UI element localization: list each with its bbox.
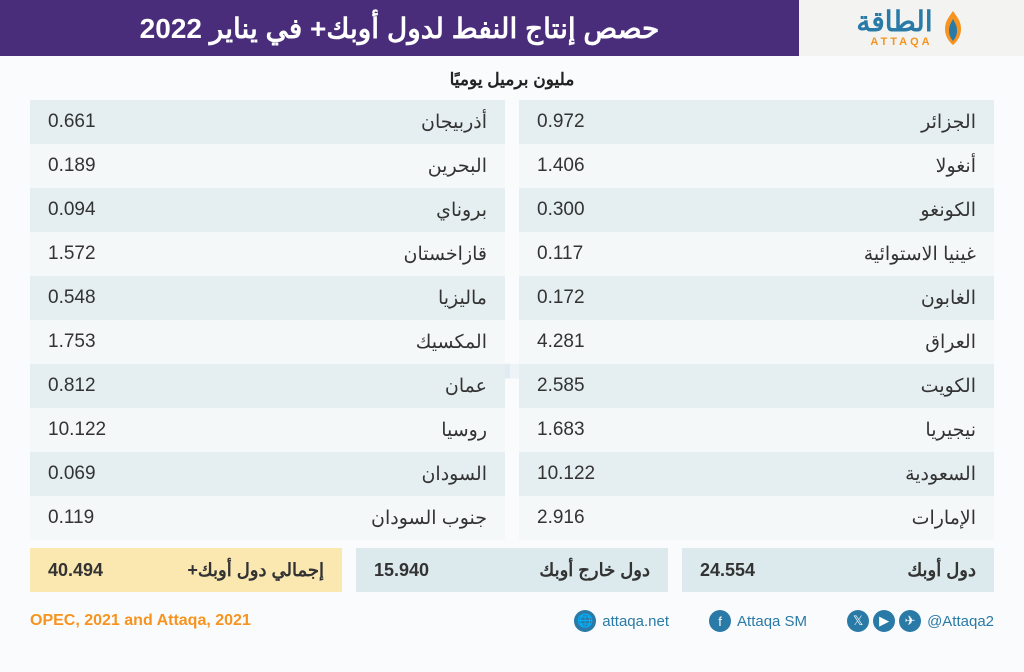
quota-value: 0.094 xyxy=(48,199,96,221)
quota-value: 10.122 xyxy=(537,463,595,485)
table-row: الكويت2.585 xyxy=(519,364,994,408)
table-row: السعودية10.122 xyxy=(519,452,994,496)
total-box: دول أوبك24.554 xyxy=(682,548,994,592)
quota-value: 0.661 xyxy=(48,111,96,133)
link-text: attaqa.net xyxy=(602,613,669,630)
data-table: الجزائر0.972أنغولا1.406الكونغو0.300غينيا… xyxy=(0,100,1024,540)
flame-icon xyxy=(939,9,967,47)
globe-icon: 🌐 xyxy=(574,610,596,632)
quota-value: 0.548 xyxy=(48,287,96,309)
total-box: إجمالي دول أوبك+40.494 xyxy=(30,548,342,592)
page-title: حصص إنتاج النفط لدول أوبك+ في يناير 2022 xyxy=(140,12,660,45)
quota-value: 10.122 xyxy=(48,419,106,441)
title-bar: حصص إنتاج النفط لدول أوبك+ في يناير 2022 xyxy=(0,0,799,56)
quota-value: 0.119 xyxy=(48,507,94,529)
total-value: 40.494 xyxy=(48,560,103,581)
total-label: دول خارج أوبك xyxy=(429,560,650,581)
country-name: الغابون xyxy=(585,287,976,310)
country-name: الجزائر xyxy=(585,111,976,134)
footer-link[interactable]: f Attaqa SM xyxy=(709,610,807,632)
table-row: المكسيك1.753 xyxy=(30,320,505,364)
country-name: المكسيك xyxy=(96,331,487,354)
country-name: الإمارات xyxy=(585,507,976,530)
total-value: 24.554 xyxy=(700,560,755,581)
quota-value: 1.753 xyxy=(48,331,96,353)
quota-value: 0.172 xyxy=(537,287,585,309)
country-name: ماليزيا xyxy=(96,287,487,310)
country-name: الكونغو xyxy=(585,199,976,222)
table-row: قازاخستان1.572 xyxy=(30,232,505,276)
country-name: أذربيجان xyxy=(96,111,487,134)
total-label: دول أوبك xyxy=(755,560,976,581)
table-row: جنوب السودان0.119 xyxy=(30,496,505,540)
footer-link[interactable]: 𝕏▶✈ @Attaqa2 xyxy=(847,610,994,632)
header: الطاقة ATTAQA حصص إنتاج النفط لدول أوبك+… xyxy=(0,0,1024,56)
right-column: الجزائر0.972أنغولا1.406الكونغو0.300غينيا… xyxy=(519,100,994,540)
country-name: أنغولا xyxy=(585,155,976,178)
logo-main: الطاقة xyxy=(856,8,932,36)
quota-value: 0.069 xyxy=(48,463,96,485)
table-row: البحرين0.189 xyxy=(30,144,505,188)
country-name: نيجيريا xyxy=(585,419,976,442)
telegram-icon: ✈ xyxy=(899,610,921,632)
totals-row: دول أوبك24.554 دول خارج أوبك15.940 إجمالي … xyxy=(0,540,1024,592)
logo-area: الطاقة ATTAQA xyxy=(799,0,1024,56)
table-row: عمان0.812 xyxy=(30,364,505,408)
footer-link[interactable]: 🌐 attaqa.net xyxy=(574,610,669,632)
country-name: جنوب السودان xyxy=(94,507,487,530)
logo-sub: ATTAQA xyxy=(870,36,932,48)
facebook-icon: f xyxy=(709,610,731,632)
table-row: السودان0.069 xyxy=(30,452,505,496)
table-row: أنغولا1.406 xyxy=(519,144,994,188)
infographic-container: الطاقة الطاقة ATTAQA حصص إنتاج النفط لدو… xyxy=(0,0,1024,672)
quota-value: 2.585 xyxy=(537,375,585,397)
youtube-icon: ▶ xyxy=(873,610,895,632)
twitter-icon: 𝕏 xyxy=(847,610,869,632)
quota-value: 1.683 xyxy=(537,419,585,441)
quota-value: 4.281 xyxy=(537,331,585,353)
quota-value: 0.812 xyxy=(48,375,96,397)
country-name: البحرين xyxy=(96,155,487,178)
total-box: دول خارج أوبك15.940 xyxy=(356,548,668,592)
source-text: OPEC, 2021 and Attaqa, 2021 xyxy=(30,612,251,630)
quota-value: 0.189 xyxy=(48,155,96,177)
quota-value: 0.300 xyxy=(537,199,585,221)
total-value: 15.940 xyxy=(374,560,429,581)
quota-value: 1.572 xyxy=(48,243,96,265)
quota-value: 0.117 xyxy=(537,243,583,265)
table-row: الجزائر0.972 xyxy=(519,100,994,144)
country-name: عمان xyxy=(96,375,487,398)
table-row: ماليزيا0.548 xyxy=(30,276,505,320)
country-name: العراق xyxy=(585,331,976,354)
total-label: إجمالي دول أوبك+ xyxy=(103,560,324,581)
footer: 𝕏▶✈ @Attaqa2 f Attaqa SM 🌐 attaqa.net OPEC, 2… xyxy=(0,592,1024,632)
country-name: روسيا xyxy=(106,419,487,442)
table-row: روسيا10.122 xyxy=(30,408,505,452)
quota-value: 1.406 xyxy=(537,155,585,177)
quota-value: 0.972 xyxy=(537,111,585,133)
country-name: الكويت xyxy=(585,375,976,398)
table-row: الكونغو0.300 xyxy=(519,188,994,232)
left-column: أذربيجان0.661البحرين0.189بروناي0.094قازا… xyxy=(30,100,505,540)
table-row: الغابون0.172 xyxy=(519,276,994,320)
table-row: العراق4.281 xyxy=(519,320,994,364)
table-row: نيجيريا1.683 xyxy=(519,408,994,452)
table-row: أذربيجان0.661 xyxy=(30,100,505,144)
country-name: بروناي xyxy=(96,199,487,222)
country-name: غينيا الاستوائية xyxy=(583,243,976,266)
subtitle: مليون برميل يوميًا xyxy=(0,56,1024,100)
table-row: الإمارات2.916 xyxy=(519,496,994,540)
footer-links: 𝕏▶✈ @Attaqa2 f Attaqa SM 🌐 attaqa.net xyxy=(574,610,994,632)
link-text: Attaqa SM xyxy=(737,613,807,630)
country-name: السعودية xyxy=(595,463,976,486)
quota-value: 2.916 xyxy=(537,507,585,529)
link-text: @Attaqa2 xyxy=(927,613,994,630)
country-name: قازاخستان xyxy=(96,243,487,266)
country-name: السودان xyxy=(96,463,487,486)
table-row: بروناي0.094 xyxy=(30,188,505,232)
logo-text: الطاقة ATTAQA xyxy=(856,8,932,48)
table-row: غينيا الاستوائية0.117 xyxy=(519,232,994,276)
